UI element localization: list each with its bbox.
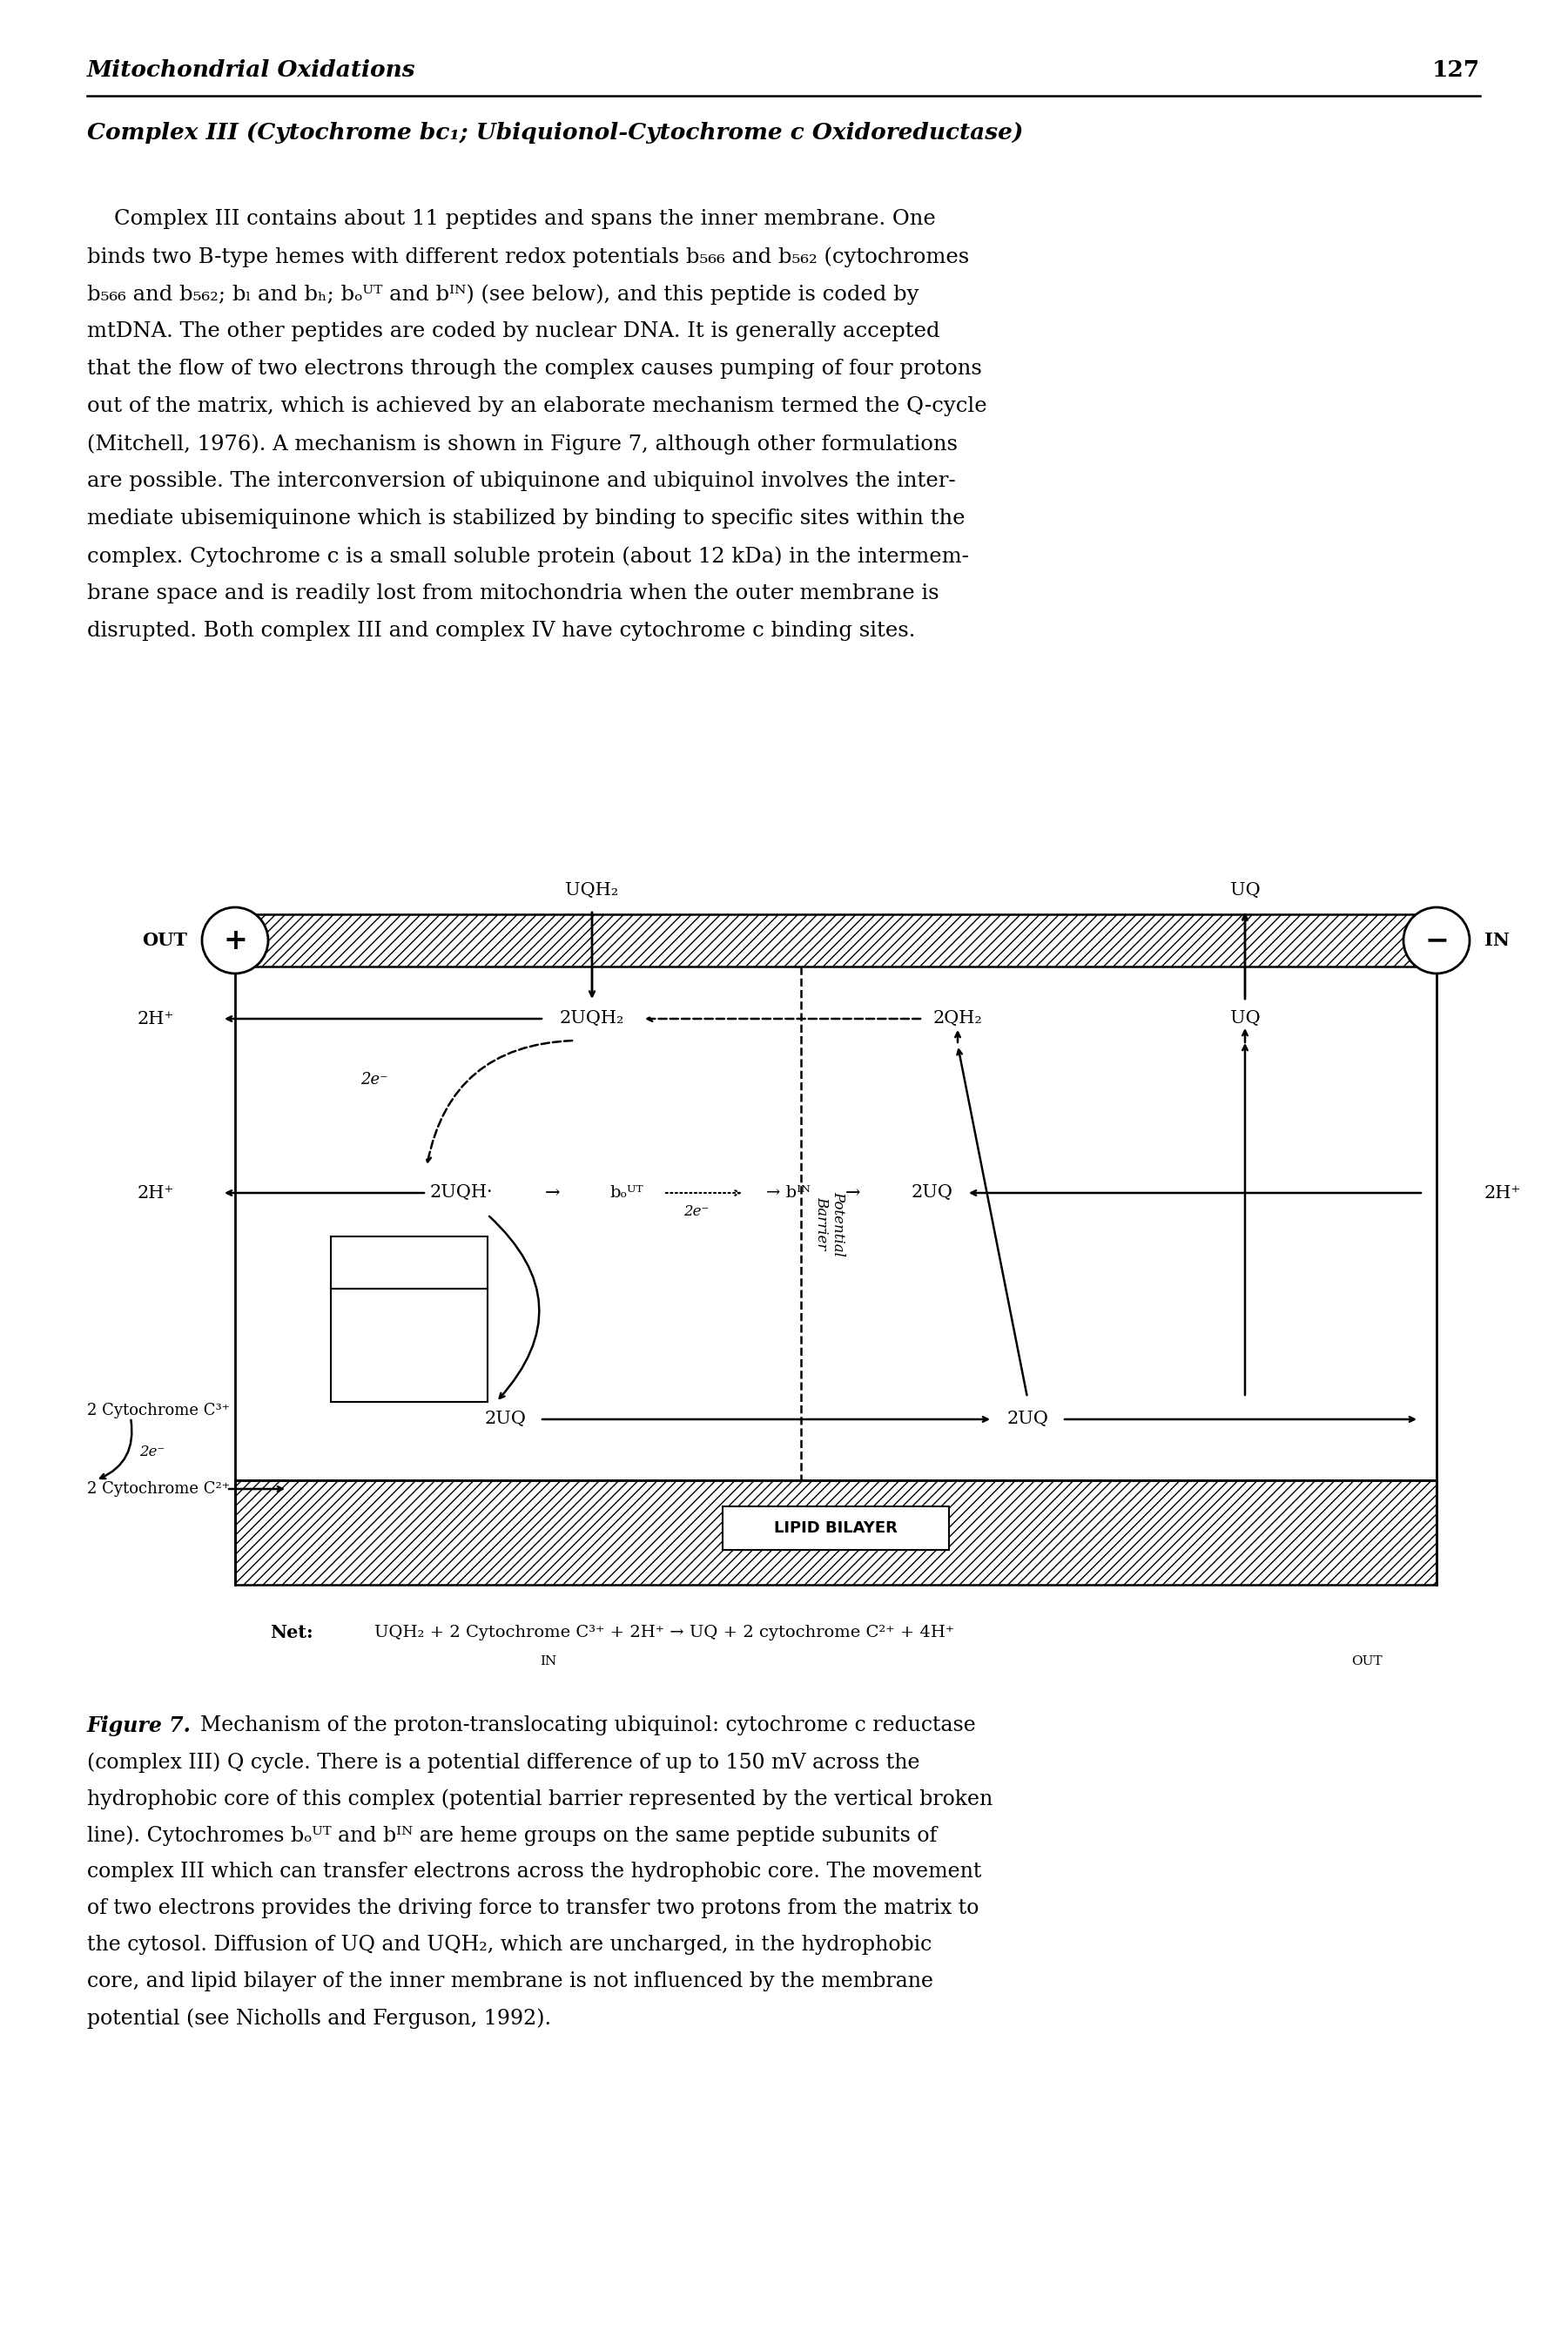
Text: Complex III contains about 11 peptides and spans the inner membrane. One: Complex III contains about 11 peptides a… — [88, 209, 936, 228]
Text: 2e⁻: 2e⁻ — [361, 1072, 389, 1089]
Text: complex. Cytochrome c is a small soluble protein (about 12 kDa) in the intermem-: complex. Cytochrome c is a small soluble… — [88, 545, 969, 567]
Text: (Mitchell, 1976). A mechanism is shown in Figure 7, although other formulations: (Mitchell, 1976). A mechanism is shown i… — [88, 433, 958, 454]
Text: →: → — [546, 1185, 560, 1201]
Text: −: − — [1424, 926, 1449, 955]
Text: UQH₂: UQH₂ — [566, 882, 619, 898]
Text: 2UQH·: 2UQH· — [430, 1185, 492, 1201]
Text: disrupted. Both complex III and complex IV have cytochrome c binding sites.: disrupted. Both complex III and complex … — [88, 621, 916, 642]
Text: line). Cytochromes bₒᵁᵀ and bᴵᴺ are heme groups on the same peptide subunits of: line). Cytochromes bₒᵁᵀ and bᴵᴺ are heme… — [88, 1824, 938, 1846]
Text: b₅₆₆ and b₅₆₂; bₗ and bₕ; bₒᵁᵀ and bᴵᴺ) (see below), and this peptide is coded b: b₅₆₆ and b₅₆₂; bₗ and bₕ; bₒᵁᵀ and bᴵᴺ) … — [88, 284, 919, 303]
Text: core, and lipid bilayer of the inner membrane is not influenced by the membrane: core, and lipid bilayer of the inner mem… — [88, 1972, 933, 1991]
Text: binds two B-type hemes with different redox potentials b₅₆₆ and b₅₆₂ (cytochrome: binds two B-type hemes with different re… — [88, 247, 969, 268]
Text: C₁: C₁ — [400, 1354, 419, 1368]
Text: 2UQH₂: 2UQH₂ — [560, 1011, 624, 1027]
Circle shape — [202, 907, 268, 973]
Text: 2UQ: 2UQ — [485, 1411, 525, 1427]
Text: Figure 7.: Figure 7. — [88, 1716, 191, 1737]
Text: 2UQ: 2UQ — [911, 1185, 952, 1201]
Text: (complex III) Q cycle. There is a potential difference of up to 150 mV across th: (complex III) Q cycle. There is a potent… — [88, 1751, 920, 1773]
Text: hydrophobic core of this complex (potential barrier represented by the vertical : hydrophobic core of this complex (potent… — [88, 1789, 993, 1808]
Text: Potential
Barrier: Potential Barrier — [814, 1190, 845, 1255]
Text: IN: IN — [1485, 931, 1510, 950]
Circle shape — [1403, 907, 1469, 973]
Text: 2QH₂: 2QH₂ — [933, 1011, 983, 1027]
Text: Cytochrome: Cytochrome — [361, 1326, 458, 1342]
Bar — [331, 1237, 488, 1288]
Text: Complex III (Cytochrome bc₁; Ubiquionol-Cytochrome c Oxidoreductase): Complex III (Cytochrome bc₁; Ubiquionol-… — [88, 122, 1024, 143]
Text: 2H⁺: 2H⁺ — [138, 1011, 174, 1027]
Text: Mitochondrial Oxidations: Mitochondrial Oxidations — [88, 59, 416, 80]
Text: Mechanism of the proton-translocating ubiquinol: cytochrome c reductase: Mechanism of the proton-translocating ub… — [187, 1716, 975, 1735]
Text: 2H⁺: 2H⁺ — [1485, 1185, 1521, 1201]
Text: brane space and is readily lost from mitochondria when the outer membrane is: brane space and is readily lost from mit… — [88, 583, 939, 604]
Bar — [331, 1288, 488, 1401]
Text: bₒᵁᵀ: bₒᵁᵀ — [610, 1185, 644, 1201]
Text: 2H⁺: 2H⁺ — [138, 1185, 174, 1201]
Text: 127: 127 — [1432, 59, 1480, 80]
Text: OUT: OUT — [143, 931, 187, 950]
Text: complex III which can transfer electrons across the hydrophobic core. The moveme: complex III which can transfer electrons… — [88, 1862, 982, 1881]
Text: 2UQ: 2UQ — [1007, 1411, 1047, 1427]
Text: are possible. The interconversion of ubiquinone and ubiquinol involves the inter: are possible. The interconversion of ubi… — [88, 470, 956, 491]
Bar — [235, 915, 1436, 966]
Text: 2e⁻: 2e⁻ — [684, 1204, 709, 1220]
Text: that the flow of two electrons through the complex causes pumping of four proton: that the flow of two electrons through t… — [88, 360, 982, 379]
Text: 2e⁻: 2e⁻ — [140, 1446, 165, 1460]
Text: mtDNA. The other peptides are coded by nuclear DNA. It is generally accepted: mtDNA. The other peptides are coded by n… — [88, 322, 939, 341]
Text: of two electrons provides the driving force to transfer two protons from the mat: of two electrons provides the driving fo… — [88, 1897, 978, 1918]
Text: LIPID BILAYER: LIPID BILAYER — [775, 1521, 897, 1535]
Text: → bᴵᴺ: → bᴵᴺ — [765, 1185, 811, 1201]
Text: UQH₂ + 2 Cytochrome C³⁺ + 2H⁺ → UQ + 2 cytochrome C²⁺ + 4H⁺: UQH₂ + 2 Cytochrome C³⁺ + 2H⁺ → UQ + 2 c… — [375, 1625, 955, 1641]
Bar — [235, 1481, 1436, 1585]
Text: UQ: UQ — [1229, 882, 1261, 898]
Bar — [723, 1507, 949, 1549]
Text: FeS: FeS — [394, 1255, 425, 1270]
Text: IN: IN — [539, 1655, 557, 1667]
Text: UQ: UQ — [1229, 1011, 1261, 1027]
Text: +: + — [223, 926, 248, 955]
Text: potential (see Nicholls and Ferguson, 1992).: potential (see Nicholls and Ferguson, 19… — [88, 2008, 552, 2029]
Text: 2 Cytochrome C²⁺: 2 Cytochrome C²⁺ — [88, 1481, 230, 1498]
Text: →: → — [845, 1185, 861, 1201]
Text: 2 Cytochrome C³⁺: 2 Cytochrome C³⁺ — [88, 1404, 230, 1418]
Text: OUT: OUT — [1352, 1655, 1383, 1667]
Text: Net:: Net: — [270, 1625, 314, 1641]
Text: the cytosol. Diffusion of UQ and UQH₂, which are uncharged, in the hydrophobic: the cytosol. Diffusion of UQ and UQH₂, w… — [88, 1935, 931, 1954]
Text: mediate ubisemiquinone which is stabilized by binding to specific sites within t: mediate ubisemiquinone which is stabiliz… — [88, 508, 964, 529]
Text: out of the matrix, which is achieved by an elaborate mechanism termed the Q-cycl: out of the matrix, which is achieved by … — [88, 397, 986, 416]
